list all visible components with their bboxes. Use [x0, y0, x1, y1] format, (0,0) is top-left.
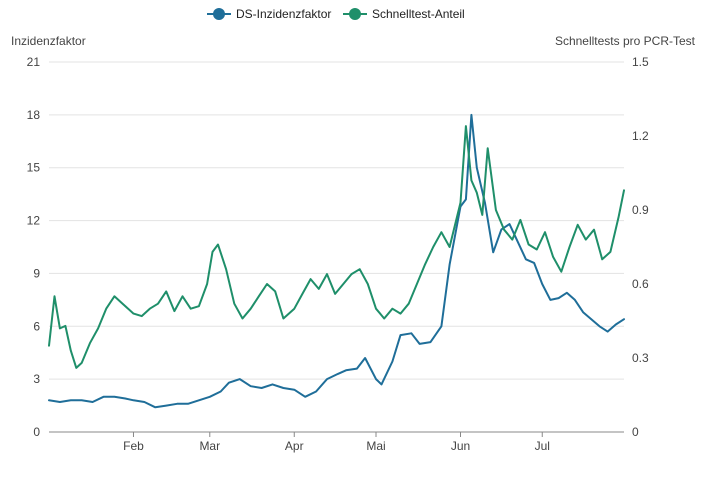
legend-label-ds-inzidenzfaktor: DS-Inzidenzfaktor — [236, 7, 331, 21]
x-tick-label: Mai — [366, 439, 385, 453]
y-axis-left-title: Inzidenzfaktor — [11, 34, 86, 48]
legend[interactable]: DS-Inzidenzfaktor Schnelltest-Anteil — [207, 7, 465, 21]
x-tick-label: Jun — [451, 439, 470, 453]
y-left-tick-label: 6 — [33, 319, 40, 333]
y-axis-right-title: Schnelltests pro PCR-Test — [555, 34, 696, 48]
y-right-tick-label: 1.5 — [632, 55, 649, 69]
legend-item-ds-inzidenzfaktor[interactable]: DS-Inzidenzfaktor — [207, 7, 331, 21]
y-right-tick-label: 0.6 — [632, 277, 649, 291]
series-layer — [48, 113, 625, 409]
y-right-tick-label: 1.2 — [632, 129, 649, 143]
y-left-tick-label: 15 — [27, 161, 41, 175]
y-left-tick-label: 21 — [27, 55, 41, 69]
y-left-tick-label: 9 — [33, 266, 40, 280]
series-line-ds-inzidenzfaktor[interactable] — [48, 113, 625, 409]
y-right-tick-label: 0.3 — [632, 351, 649, 365]
y-left-tick-label: 12 — [27, 214, 41, 228]
x-tick-label: Feb — [123, 439, 144, 453]
y-right-tick-label: 0.9 — [632, 203, 649, 217]
y-right-tick-label: 0 — [632, 425, 639, 439]
y-axis-left-ticks: 0 3 6 9 12 15 18 21 — [27, 55, 41, 439]
y-axis-right-ticks: 0 0.3 0.6 0.9 1.2 1.5 — [632, 55, 649, 439]
y-left-tick-label: 3 — [33, 372, 40, 386]
legend-label-schnelltest-anteil: Schnelltest-Anteil — [372, 7, 465, 21]
legend-item-schnelltest-anteil[interactable]: Schnelltest-Anteil — [343, 7, 465, 21]
x-tick-label: Mar — [199, 439, 220, 453]
series-line-schnelltest-anteil[interactable] — [48, 125, 625, 369]
x-axis-ticks: Feb Mar Apr Mai Jun Jul — [123, 432, 550, 453]
x-tick-label: Jul — [535, 439, 550, 453]
legend-swatch-ds-inzidenzfaktor-dot — [213, 8, 225, 20]
gridlines — [49, 61, 624, 380]
x-tick-label: Apr — [285, 439, 304, 453]
y-left-tick-label: 0 — [33, 425, 40, 439]
legend-swatch-schnelltest-anteil-dot — [349, 8, 361, 20]
y-left-tick-label: 18 — [27, 108, 41, 122]
